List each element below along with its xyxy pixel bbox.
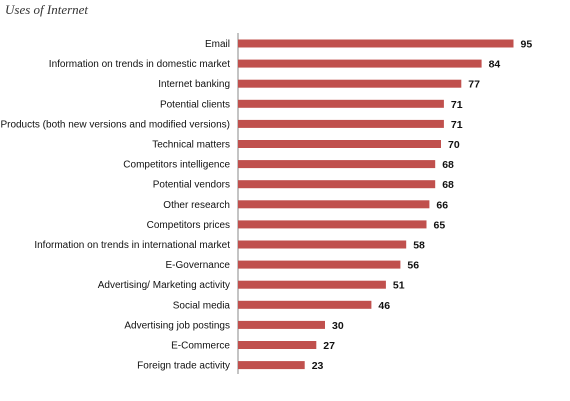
category-label: E-Governance [166, 260, 231, 271]
data-label: 30 [332, 320, 344, 332]
data-label: 71 [451, 99, 463, 111]
category-label: E-Commerce [171, 341, 230, 352]
category-label: Foreign trade activity [137, 361, 230, 372]
category-label: Information on trends in domestic market [49, 59, 230, 70]
bar [238, 280, 386, 289]
category-label: Competitors prices [147, 220, 230, 231]
data-label: 68 [442, 159, 454, 171]
bar [238, 180, 436, 189]
category-label: Competitors intelligence [123, 160, 230, 171]
data-label: 23 [312, 360, 324, 372]
bar [238, 99, 444, 108]
category-label: Advertising job postings [124, 320, 230, 331]
category-label: Internet banking [158, 79, 230, 90]
data-label: 56 [407, 260, 419, 272]
bar [238, 220, 427, 229]
bar [238, 119, 444, 128]
data-label: 65 [434, 219, 446, 231]
bar [238, 160, 436, 169]
data-label: 84 [489, 59, 501, 71]
bar [238, 39, 514, 48]
data-label: 66 [436, 199, 448, 211]
category-label: Information on trends in international m… [34, 240, 230, 251]
bar [238, 200, 430, 209]
category-label: Potential vendors [153, 180, 230, 191]
bar [238, 361, 305, 370]
category-label: Email [205, 39, 230, 50]
category-label: Potential clients [160, 99, 230, 110]
data-label: 68 [442, 179, 454, 191]
bar [238, 320, 325, 329]
data-label: 58 [413, 240, 425, 252]
category-label: Social media [173, 300, 231, 311]
bar [238, 79, 462, 88]
bar [238, 140, 441, 148]
bar [238, 300, 372, 309]
bar [238, 341, 317, 349]
category-label: Technical matters [152, 140, 230, 151]
data-label: 71 [451, 119, 463, 131]
category-label: Products (both new versions and modified… [0, 119, 230, 130]
data-label: 51 [393, 280, 405, 292]
category-label: Advertising/ Marketing activity [98, 280, 230, 291]
data-label: 95 [521, 39, 533, 51]
data-label: 70 [448, 139, 460, 151]
chart-title: Uses of Internet [5, 2, 89, 17]
bar [238, 59, 482, 68]
data-label: 46 [378, 300, 390, 312]
data-label: 77 [468, 79, 480, 91]
data-label: 27 [323, 340, 335, 352]
bar [238, 260, 401, 269]
category-label: Other research [163, 200, 230, 211]
bar [238, 240, 407, 249]
